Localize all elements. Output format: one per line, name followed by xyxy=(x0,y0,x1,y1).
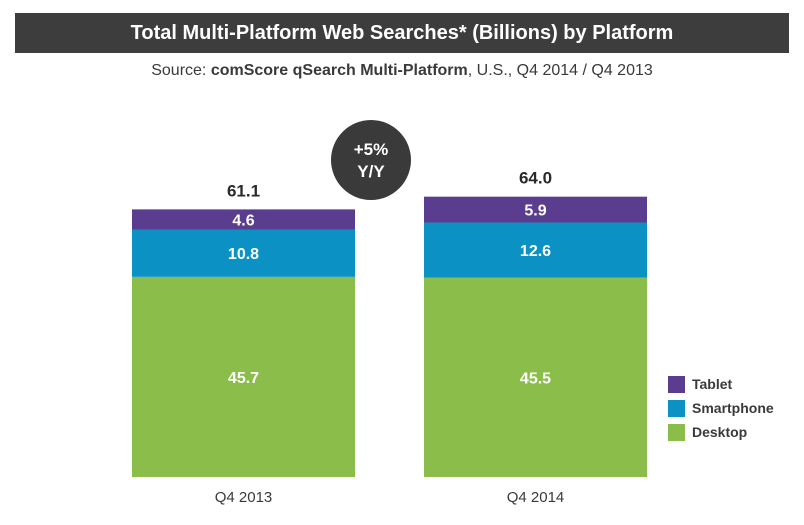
legend: Tablet Smartphone Desktop xyxy=(668,373,774,445)
data-label-smartphone-q4-2014: 12.6 xyxy=(520,243,551,260)
total-label-q4-2013: 61.1 xyxy=(227,181,260,200)
legend-swatch-tablet xyxy=(668,375,685,393)
category-label-q4-2014: Q4 2014 xyxy=(507,489,565,506)
bar-smartphone-q4-2013 xyxy=(132,229,355,277)
bar-smartphone-q4-2014 xyxy=(424,222,647,278)
bar-tablet-q4-2013 xyxy=(132,209,355,230)
legend-swatch-desktop xyxy=(668,423,685,441)
data-label-desktop-q4-2014: 45.5 xyxy=(520,370,551,387)
legend-item-smartphone: Smartphone xyxy=(668,397,774,419)
yoy-badge-label: Y/Y xyxy=(357,162,385,181)
legend-label-tablet: Tablet xyxy=(692,376,733,392)
total-label-q4-2014: 64.0 xyxy=(519,169,552,188)
bar-desktop-q4-2014 xyxy=(424,277,647,477)
chart-subtitle: Source: comScore qSearch Multi-Platform,… xyxy=(0,62,804,80)
legend-label-smartphone: Smartphone xyxy=(692,400,774,416)
data-label-tablet-q4-2013: 4.6 xyxy=(232,212,254,229)
yoy-badge-percent: +5% xyxy=(354,140,389,159)
chart-title: Total Multi-Platform Web Searches* (Bill… xyxy=(130,21,674,44)
category-label-q4-2013: Q4 2013 xyxy=(215,489,273,506)
subtitle-source: comScore qSearch Multi-Platform xyxy=(210,62,468,79)
subtitle-suffix: , U.S., Q4 2014 / Q4 2013 xyxy=(467,62,653,79)
yoy-badge xyxy=(331,120,411,200)
legend-label-desktop: Desktop xyxy=(692,424,748,440)
legend-item-desktop: Desktop xyxy=(668,421,774,443)
bar-desktop-q4-2013 xyxy=(132,276,355,477)
data-label-tablet-q4-2014: 5.9 xyxy=(524,203,546,220)
legend-item-tablet: Tablet xyxy=(668,373,774,395)
data-label-desktop-q4-2013: 45.7 xyxy=(228,370,259,387)
bar-tablet-q4-2014 xyxy=(424,196,647,223)
subtitle-prefix: Source: xyxy=(151,62,211,79)
legend-swatch-smartphone xyxy=(668,399,685,417)
data-label-smartphone-q4-2013: 10.8 xyxy=(228,246,259,263)
title-bar: Total Multi-Platform Web Searches* (Bill… xyxy=(15,13,789,53)
